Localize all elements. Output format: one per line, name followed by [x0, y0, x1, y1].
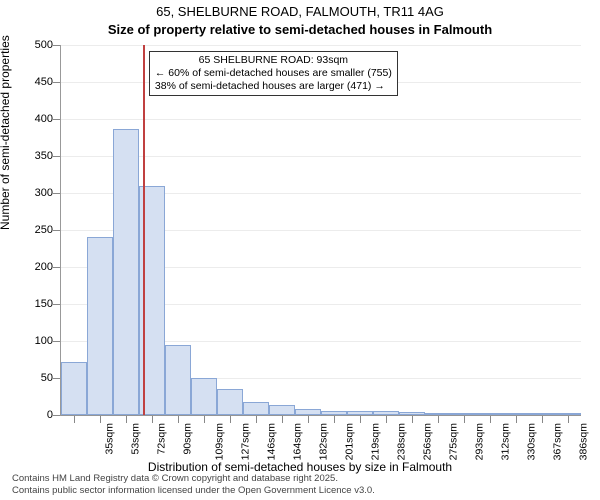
x-tick [282, 416, 283, 423]
histogram-bar [321, 411, 346, 415]
x-tick-label: 219sqm [369, 423, 381, 460]
y-tick [53, 378, 60, 379]
property-size-chart: 65, SHELBURNE ROAD, FALMOUTH, TR11 4AG S… [0, 0, 600, 500]
x-tick-label: 293sqm [473, 423, 485, 460]
x-tick-label: 201sqm [343, 423, 355, 460]
histogram-bar [555, 413, 580, 415]
x-tick [516, 416, 517, 423]
y-tick [53, 45, 60, 46]
x-tick [126, 416, 127, 423]
x-tick-label: 35sqm [104, 423, 116, 455]
histogram-bar [243, 402, 268, 415]
x-tick [542, 416, 543, 423]
histogram-bar [61, 362, 86, 415]
histogram-bar [191, 378, 216, 415]
x-tick [334, 416, 335, 423]
y-tick-label: 200 [13, 261, 53, 273]
x-tick [308, 416, 309, 423]
x-tick [256, 416, 257, 423]
histogram-bar [451, 413, 476, 415]
histogram-bar [113, 129, 138, 415]
x-tick-label: 164sqm [291, 423, 303, 460]
y-tick-label: 50 [13, 372, 53, 384]
x-tick [204, 416, 205, 423]
reference-line [143, 45, 145, 415]
histogram-bar [425, 413, 450, 415]
x-tick [100, 416, 101, 423]
x-tick-label: 72sqm [156, 423, 168, 455]
x-tick [74, 416, 75, 423]
x-tick-label: 312sqm [499, 423, 511, 460]
histogram-bar [373, 411, 398, 415]
y-tick [53, 304, 60, 305]
y-tick [53, 267, 60, 268]
y-tick-label: 350 [13, 150, 53, 162]
footer-line-1: Contains HM Land Registry data © Crown c… [12, 473, 375, 484]
x-tick-label: 53sqm [130, 423, 142, 455]
x-tick-label: 146sqm [265, 423, 277, 460]
x-tick [178, 416, 179, 423]
gridline [61, 45, 581, 46]
y-tick [53, 230, 60, 231]
chart-title-main: 65, SHELBURNE ROAD, FALMOUTH, TR11 4AG [0, 4, 600, 19]
x-tick-label: 256sqm [421, 423, 433, 460]
y-tick-label: 300 [13, 187, 53, 199]
chart-footer: Contains HM Land Registry data © Crown c… [12, 473, 375, 496]
annotation-line: ← 60% of semi-detached houses are smalle… [155, 67, 392, 80]
y-tick-label: 0 [13, 409, 53, 421]
x-tick [152, 416, 153, 423]
y-tick-label: 400 [13, 113, 53, 125]
gridline [61, 156, 581, 157]
footer-line-2: Contains public sector information licen… [12, 485, 375, 496]
y-tick-label: 250 [13, 224, 53, 236]
x-tick [360, 416, 361, 423]
x-tick-label: 109sqm [213, 423, 225, 460]
annotation-line: 38% of semi-detached houses are larger (… [155, 80, 392, 93]
y-tick-label: 450 [13, 76, 53, 88]
x-tick [568, 416, 569, 423]
x-tick [464, 416, 465, 423]
x-tick-label: 275sqm [447, 423, 459, 460]
histogram-bar [217, 389, 242, 415]
x-tick [490, 416, 491, 423]
x-tick-label: 90sqm [182, 423, 194, 455]
annotation-line: 65 SHELBURNE ROAD: 93sqm [155, 54, 392, 67]
x-axis-title: Distribution of semi-detached houses by … [0, 460, 600, 474]
x-tick-label: 182sqm [317, 423, 329, 460]
plot-area: 05010015020025030035040045050035sqm53sqm… [60, 45, 581, 416]
histogram-bar [87, 237, 112, 415]
y-tick-label: 500 [13, 39, 53, 51]
y-axis-title: Number of semi-detached properties [0, 35, 12, 230]
x-tick [438, 416, 439, 423]
y-tick [53, 415, 60, 416]
histogram-bar [269, 405, 294, 415]
x-tick-label: 386sqm [577, 423, 589, 460]
annotation-box: 65 SHELBURNE ROAD: 93sqm← 60% of semi-de… [149, 51, 398, 96]
histogram-bar [399, 412, 424, 415]
y-tick-label: 100 [13, 335, 53, 347]
x-tick-label: 127sqm [239, 423, 251, 460]
y-tick-label: 150 [13, 298, 53, 310]
y-tick [53, 193, 60, 194]
x-tick-label: 367sqm [551, 423, 563, 460]
histogram-bar [165, 345, 190, 415]
chart-title-sub: Size of property relative to semi-detach… [0, 22, 600, 37]
x-tick [412, 416, 413, 423]
histogram-bar [477, 413, 502, 415]
histogram-bar [347, 411, 372, 415]
gridline [61, 119, 581, 120]
y-tick [53, 156, 60, 157]
y-tick [53, 341, 60, 342]
x-tick [386, 416, 387, 423]
x-tick-label: 330sqm [525, 423, 537, 460]
x-tick [230, 416, 231, 423]
gridline [61, 415, 581, 416]
histogram-bar [503, 413, 528, 415]
x-tick-label: 238sqm [395, 423, 407, 460]
histogram-bar [529, 413, 554, 415]
y-tick [53, 119, 60, 120]
y-tick [53, 82, 60, 83]
histogram-bar [295, 409, 320, 415]
